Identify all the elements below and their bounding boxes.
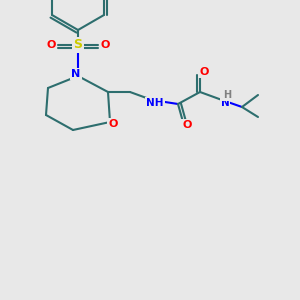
Text: N: N bbox=[220, 98, 230, 108]
Text: O: O bbox=[100, 40, 110, 50]
Text: O: O bbox=[182, 120, 192, 130]
Text: N: N bbox=[71, 69, 81, 79]
Text: O: O bbox=[199, 67, 209, 77]
Text: NH: NH bbox=[146, 98, 164, 108]
Text: S: S bbox=[74, 38, 82, 52]
Text: O: O bbox=[46, 40, 56, 50]
Text: O: O bbox=[108, 119, 118, 129]
Text: H: H bbox=[223, 90, 231, 100]
